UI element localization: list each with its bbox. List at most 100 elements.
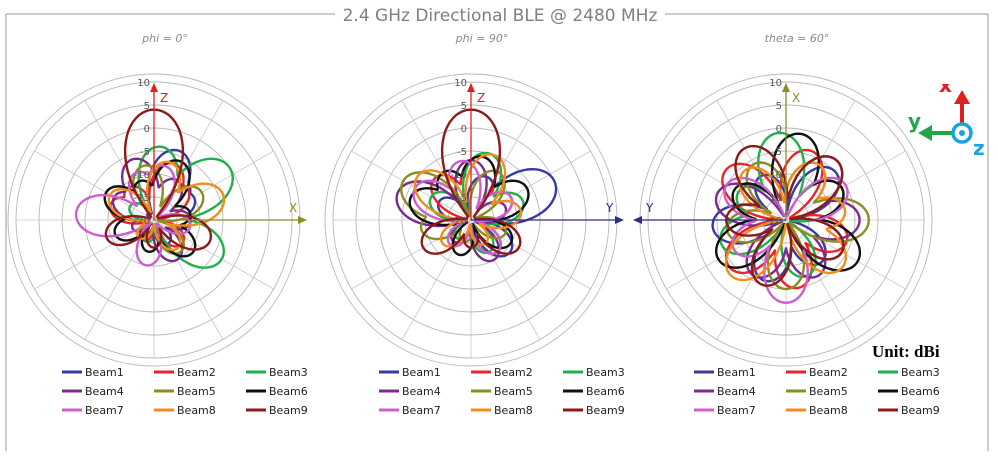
- vertical-axis-label: X: [792, 91, 800, 105]
- legend-label: Beam9: [586, 404, 625, 417]
- figure-title: 2.4 GHz Directional BLE @ 2480 MHz: [335, 6, 665, 26]
- radial-tick-label: -10: [134, 170, 150, 181]
- radial-tick-label: 5: [776, 101, 782, 112]
- legend-label: Beam7: [717, 404, 756, 417]
- radial-tick-label: 5: [144, 101, 150, 112]
- legend-label: Beam2: [177, 366, 216, 379]
- radial-tick-label: -15: [134, 193, 150, 204]
- series-line-beam9: [724, 144, 845, 287]
- radial-tick-label: -5: [140, 147, 150, 158]
- series-line-beam8: [107, 160, 226, 252]
- series-line-beam4: [395, 159, 508, 263]
- horizontal-axis-arrowhead: [633, 216, 642, 224]
- series-line-beam8: [724, 161, 848, 282]
- series-line-beam6: [103, 159, 197, 258]
- legend: Beam1 Beam2 Beam3 Beam4 Beam5 Beam6 Beam7 Beam8…: [694, 366, 940, 417]
- radial-tick-label: -10: [451, 170, 467, 181]
- horizontal-axis-label: Y: [605, 201, 614, 215]
- polar-chart-phi-0: Z X 10 5 0 -5 -10 -15 -20 Beam1 Beam2 Beam3 Beam4 Bea…: [7, 73, 308, 417]
- z-axis-glyph: z: [973, 136, 985, 160]
- vertical-axis-label: Z: [477, 91, 485, 105]
- legend-label: Beam8: [494, 404, 533, 417]
- z-axis-dot-icon: [951, 122, 973, 144]
- legend-label: Beam6: [586, 385, 625, 398]
- legend-label: Beam7: [85, 404, 124, 417]
- radial-tick-label: 10: [769, 78, 782, 89]
- legend-label: Beam8: [809, 404, 848, 417]
- series-curves: [74, 108, 235, 269]
- series-line-beam7: [723, 176, 849, 304]
- legend-label: Beam3: [586, 366, 625, 379]
- legend-label: Beam6: [269, 385, 308, 398]
- radial-tick-label: -20: [134, 216, 150, 227]
- legend-label: Beam5: [177, 385, 216, 398]
- radial-tick-label: 0: [144, 124, 150, 135]
- vertical-axis-arrowhead: [782, 83, 790, 92]
- legend-label: Beam1: [717, 366, 756, 379]
- series-line-beam5: [399, 169, 508, 244]
- series-line-beam2: [721, 148, 849, 290]
- legend: Beam1 Beam2 Beam3 Beam4 Beam5 Beam6 Beam7 Beam8…: [379, 366, 625, 417]
- vertical-axis-arrowhead: [150, 83, 158, 92]
- legend-label: Beam2: [494, 366, 533, 379]
- legend-label: Beam9: [269, 404, 308, 417]
- radial-tick-label: -20: [451, 216, 467, 227]
- legend-label: Beam3: [269, 366, 308, 379]
- axis-arrows: [150, 83, 307, 224]
- radial-tick-label: 10: [137, 78, 150, 89]
- series-line-beam5: [725, 161, 871, 291]
- legend-label: Beam4: [717, 385, 756, 398]
- legend-label: Beam5: [494, 385, 533, 398]
- legend-label: Beam7: [402, 404, 441, 417]
- radial-tick-labels: 10 5 0 -5 -10 -15 -20: [134, 78, 150, 227]
- legend-label: Beam9: [901, 404, 940, 417]
- legend-label: Beam6: [901, 385, 940, 398]
- legend-label: Beam1: [85, 366, 124, 379]
- legend-label: Beam3: [901, 366, 940, 379]
- radial-tick-label: -5: [457, 147, 467, 158]
- axis-arrows: [467, 83, 624, 224]
- radial-tick-label: -5: [772, 147, 782, 158]
- series-line-beam8: [413, 153, 523, 248]
- legend-label: Beam4: [402, 385, 441, 398]
- vertical-axis-label: Z: [160, 91, 168, 105]
- panel-phi-0: phi = 0° Z X 10 5 0 -5 -10 -15 -20 Beam1 Beam2 Beam…: [0, 0, 330, 451]
- legend-label: Beam8: [177, 404, 216, 417]
- radial-tick-label: -15: [766, 193, 782, 204]
- legend-label: Beam4: [85, 385, 124, 398]
- horizontal-axis-arrowhead: [298, 216, 307, 224]
- legend-label: Beam5: [809, 385, 848, 398]
- panel-title: phi = 0°: [142, 32, 188, 45]
- radial-tick-label: -20: [766, 216, 782, 227]
- horizontal-axis-label: Y: [645, 201, 654, 215]
- legend-label: Beam2: [809, 366, 848, 379]
- series-line-beam9: [420, 108, 522, 255]
- legend-label: Beam1: [402, 366, 441, 379]
- horizontal-axis-arrowhead: [615, 216, 624, 224]
- radial-tick-label: -15: [451, 193, 467, 204]
- x-axis-glyph: x: [939, 84, 952, 97]
- radial-tick-labels: 10 5 0 -5 -10 -15 -20: [451, 78, 467, 227]
- radial-tick-labels: 10 5 0 -5 -10 -15 -20: [766, 78, 782, 227]
- radial-tick-label: 0: [776, 124, 782, 135]
- horizontal-axis-label: X: [289, 201, 297, 215]
- panel-phi-90: phi = 90° Z Y 10 5 0 -5 -10 -15 -20 Beam1 Beam2 Bea…: [317, 0, 647, 451]
- series-line-beam9: [104, 108, 213, 251]
- y-axis-arrow: [918, 125, 953, 141]
- unit-label: Unit: dBi: [872, 342, 940, 361]
- radial-tick-label: 10: [454, 78, 467, 89]
- coordinate-axes-icon: x y z: [908, 84, 985, 160]
- series-curves: [395, 108, 558, 263]
- radial-tick-label: 0: [461, 124, 467, 135]
- y-axis-glyph: y: [908, 109, 921, 133]
- panel-theta-60: theta = 60° X Y 10 5 0 -5 -10 -15 -20 Beam1 Beam2 B…: [632, 0, 962, 451]
- axis-arrows: [633, 83, 790, 224]
- vertical-axis-arrowhead: [467, 83, 475, 92]
- radial-tick-label: -10: [766, 170, 782, 181]
- panel-title: theta = 60°: [764, 32, 830, 45]
- radial-tick-label: 5: [461, 101, 467, 112]
